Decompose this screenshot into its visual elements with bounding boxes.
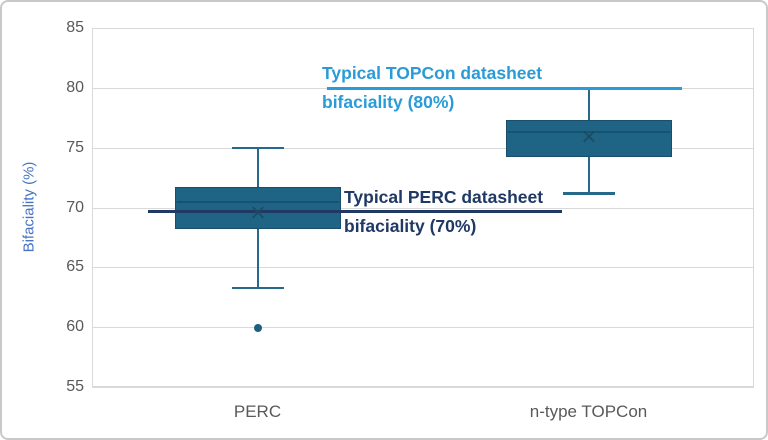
y-axis-title: Bifaciality (%) [20,161,38,253]
gridline [92,207,754,209]
y-tick-label: 65 [66,258,84,276]
box-perc [174,187,341,230]
annotation-topcon-line2: bifaciality (80%) [322,92,455,112]
whisker-cap-upper [231,146,284,150]
gridline [92,327,754,329]
y-tick-label: 85 [66,19,84,36]
box-n-type-topcon [505,120,672,158]
median-line [176,200,339,203]
whisker-upper [256,147,259,188]
annotation-line-perc [148,210,562,213]
median-line [507,131,670,134]
annotation-line-topcon [327,86,682,90]
x-category-label: PERC [233,402,282,421]
annotation-topcon-line1: Typical TOPCon datasheet [322,63,543,83]
x-category-label: n-type TOPCon [529,402,648,421]
y-tick-label: 75 [66,138,84,156]
whisker-lower [587,157,590,194]
plot-area [92,28,754,387]
whisker-cap-lower [231,286,284,290]
y-tick-label: 70 [66,198,84,216]
mean-marker [581,129,596,144]
y-tick-label: 80 [66,78,84,96]
whisker-cap-lower [562,192,615,195]
gridline [92,267,754,269]
annotation-perc: Typical PERC datasheet bifaciality (70%) [344,183,543,241]
y-tick-label: 60 [66,318,84,336]
annotation-perc-line2: bifaciality (70%) [344,216,477,236]
whisker-lower [256,229,259,288]
y-tick-label: 55 [66,378,84,395]
annotation-perc-line1: Typical PERC datasheet [344,187,544,207]
gridline [92,387,754,388]
gridline [92,147,754,149]
mean-marker [250,205,265,220]
annotation-topcon: Typical TOPCon datasheet bifaciality (80… [322,59,542,117]
whisker-upper [587,87,590,121]
outlier-dot [253,324,262,333]
